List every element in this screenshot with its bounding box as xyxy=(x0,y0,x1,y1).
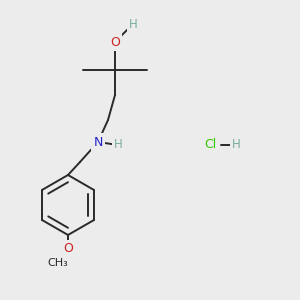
Text: Cl: Cl xyxy=(204,139,216,152)
Text: H: H xyxy=(232,139,240,152)
Text: H: H xyxy=(129,17,137,31)
Text: N: N xyxy=(93,136,103,148)
Text: CH₃: CH₃ xyxy=(48,258,68,268)
Text: H: H xyxy=(114,139,122,152)
Text: O: O xyxy=(110,35,120,49)
Text: O: O xyxy=(63,242,73,256)
